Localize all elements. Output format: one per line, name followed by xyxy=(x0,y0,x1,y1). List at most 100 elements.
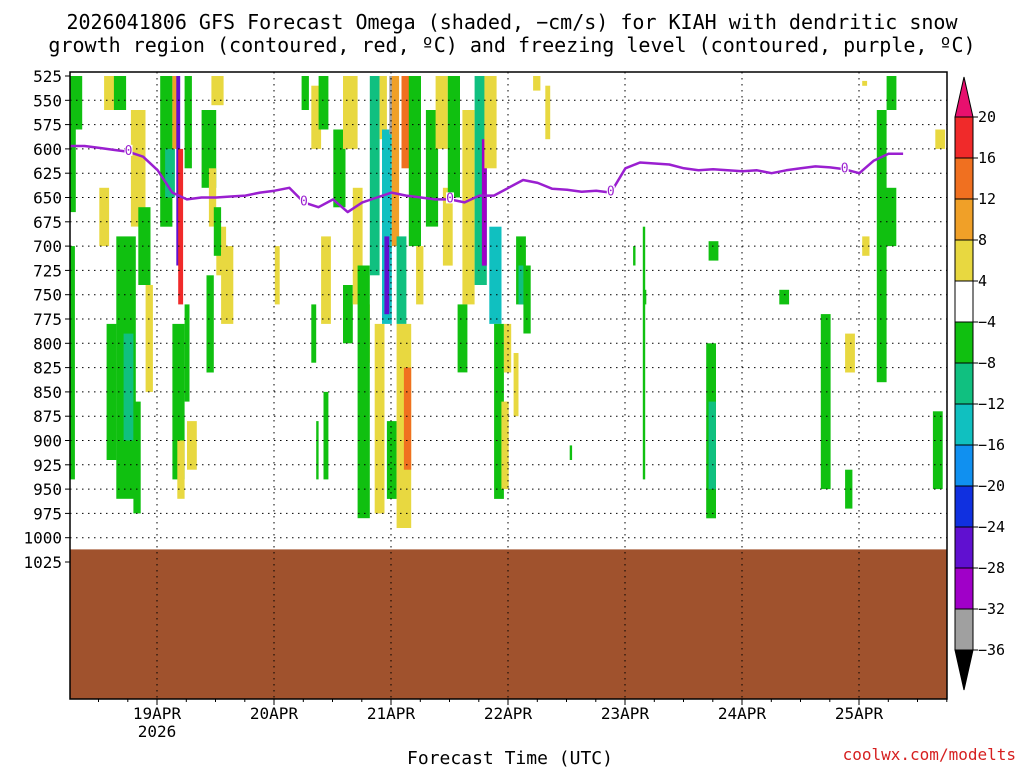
omega-cell xyxy=(884,187,897,247)
omega-cell xyxy=(513,353,519,417)
freezing-label-bg xyxy=(446,192,454,204)
omega-cell xyxy=(708,241,719,261)
year-label: 2026 xyxy=(138,722,177,741)
time-tick-label: 23APR xyxy=(601,704,650,723)
omega-cell xyxy=(184,304,190,402)
pressure-tick-label: 700 xyxy=(33,237,62,256)
time-tick-label: 24APR xyxy=(718,704,767,723)
colorbar-segment xyxy=(954,116,974,159)
pressure-tick-label: 550 xyxy=(33,91,62,110)
colorbar-label: −20 xyxy=(978,477,1005,495)
pressure-tick-label: 1025 xyxy=(23,553,62,572)
omega-cell xyxy=(396,236,407,324)
omega-cell xyxy=(642,226,646,480)
pressure-tick-label: 1000 xyxy=(23,529,62,548)
colorbar-label: 4 xyxy=(978,272,987,290)
omega-cell xyxy=(123,333,134,441)
time-tick-label: 20APR xyxy=(250,704,299,723)
omega-cell xyxy=(442,187,453,266)
pressure-tick-label: 875 xyxy=(33,407,62,426)
omega-cell xyxy=(932,411,943,490)
omega-cell xyxy=(172,76,178,149)
chart-title-line-2: growth region (contoured, red, ºC) and f… xyxy=(48,33,975,57)
colorbar-segment xyxy=(954,76,974,118)
omega-cell xyxy=(323,391,329,480)
omega-cell xyxy=(113,76,127,110)
omega-cell xyxy=(644,289,647,305)
omega-cell xyxy=(369,76,380,276)
chart-title-line-1: 2026041806 GFS Forecast Omega (shaded, −… xyxy=(66,10,958,34)
omega-cell xyxy=(462,110,475,305)
omega-cell xyxy=(862,236,870,256)
omega-cell xyxy=(130,110,146,227)
omega-cell xyxy=(523,265,531,334)
omega-cell xyxy=(447,76,460,198)
omega-cell xyxy=(211,76,224,106)
omega-cell xyxy=(484,76,497,169)
omega-cell xyxy=(416,246,424,305)
colorbar-label: −16 xyxy=(978,436,1005,454)
colorbar-segment xyxy=(954,239,974,282)
colorbar-label: −24 xyxy=(978,518,1005,536)
omega-cell xyxy=(391,76,400,247)
omega-cell xyxy=(184,76,192,169)
colorbar-segment xyxy=(954,280,974,323)
omega-cell xyxy=(374,323,385,514)
freezing-level-label: 0 xyxy=(125,144,133,159)
omega-cell xyxy=(382,129,392,324)
omega-cell xyxy=(403,367,412,470)
pressure-tick-label: 575 xyxy=(33,116,62,135)
omega-cell xyxy=(106,323,117,460)
omega-cell xyxy=(133,401,141,514)
omega-cell xyxy=(886,76,897,110)
omega-cell xyxy=(311,85,322,149)
freezing-level-line xyxy=(70,144,904,214)
site-credit: coolwx.com/modelts xyxy=(843,745,1016,764)
pressure-tick-label: 975 xyxy=(33,504,62,523)
omega-cell xyxy=(213,207,222,256)
omega-cell xyxy=(104,76,117,110)
omega-cell xyxy=(221,246,234,324)
pressure-axis: 525 550 575 600 625 650 675 700 725 750 775 800 825 8… xyxy=(23,67,70,572)
omega-cell xyxy=(708,401,716,490)
pressure-tick-label: 625 xyxy=(33,164,62,183)
omega-cell xyxy=(386,421,397,499)
omega-cell xyxy=(318,76,329,130)
colorbar-label: 8 xyxy=(978,231,987,249)
omega-cell xyxy=(206,275,214,373)
omega-cell xyxy=(333,129,346,208)
omega-cell xyxy=(501,401,509,490)
pressure-tick-label: 825 xyxy=(33,359,62,378)
x-axis-title: Forecast Time (UTC) xyxy=(407,748,613,768)
freezing-level-contour: 0 0 0 0 0 xyxy=(70,144,904,214)
colorbar-segment xyxy=(954,526,974,569)
pressure-tick-label: 675 xyxy=(33,213,62,232)
omega-cell xyxy=(316,421,319,480)
pressure-tick-label: 900 xyxy=(33,432,62,451)
omega-cell xyxy=(876,110,887,383)
colorbar-segment xyxy=(954,485,974,528)
omega-cell xyxy=(379,76,387,140)
pressure-tick-label: 775 xyxy=(33,310,62,329)
omega-cell xyxy=(408,76,421,247)
pressure-tick-label: 600 xyxy=(33,140,62,159)
omega-cell xyxy=(274,246,280,305)
colorbar-segment xyxy=(954,403,974,446)
omega-cell xyxy=(779,289,790,305)
freezing-label-bg xyxy=(299,195,308,207)
colorbar-segment xyxy=(954,321,974,364)
omega-colorbar: 20 16 12 8 4 −4 −8 −12 −16 −20 −24 −28 −32 −36 xyxy=(954,76,1005,691)
freezing-label-bg xyxy=(840,162,849,174)
omega-cell xyxy=(845,333,855,373)
omega-cell xyxy=(165,148,175,198)
colorbar-label: −12 xyxy=(978,395,1005,413)
colorbar-label: 16 xyxy=(978,149,996,167)
omega-cell xyxy=(357,265,370,519)
omega-cell xyxy=(481,139,487,266)
time-tick-label: 25APR xyxy=(835,704,884,723)
colorbar-segment xyxy=(954,567,974,610)
time-tick-label: 22APR xyxy=(484,704,533,723)
freezing-label-bg xyxy=(124,144,133,156)
omega-cell xyxy=(343,76,358,149)
